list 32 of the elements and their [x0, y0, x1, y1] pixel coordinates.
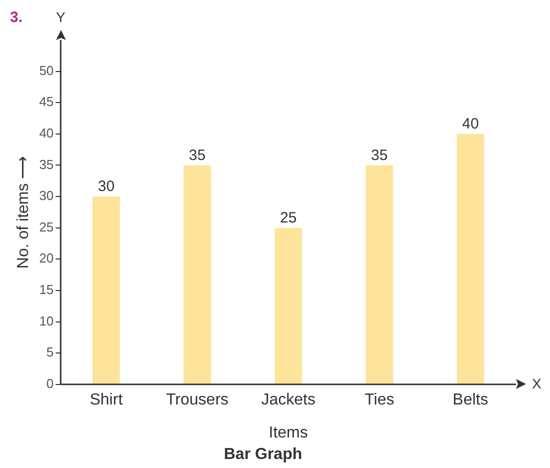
- y-tick-label: 40: [39, 126, 54, 141]
- x-tick-label: Jackets: [261, 391, 316, 408]
- data-label: 40: [462, 116, 479, 133]
- y-tick-label: 25: [39, 219, 54, 234]
- data-label: 30: [98, 178, 115, 196]
- y-tick-label: 15: [39, 282, 54, 298]
- bar: [456, 134, 484, 384]
- y-tick-label: 45: [39, 94, 54, 110]
- bar: [366, 165, 394, 384]
- bar: [92, 196, 120, 384]
- x-tick-label: Trousers: [166, 391, 229, 408]
- y-tick-label: 50: [39, 62, 54, 78]
- y-tick-label: 30: [39, 188, 54, 204]
- y-axis-title: No. of items ⟶: [15, 156, 32, 269]
- text: Bar Graph: [224, 446, 302, 463]
- y-tick-label: 5: [46, 344, 54, 360]
- y-tick-label: 10: [39, 313, 54, 328]
- text: X: [532, 375, 542, 392]
- y-tick-label: 35: [39, 156, 54, 172]
- y-tick-label: 0: [46, 376, 54, 391]
- data-label: 35: [188, 146, 206, 164]
- x-axis-title: Items: [268, 424, 308, 442]
- text: 3.: [10, 9, 23, 26]
- data-label: 35: [371, 146, 388, 164]
- x-tick-label: Ties: [364, 391, 394, 408]
- data-label: 25: [280, 209, 297, 226]
- bar: [184, 165, 211, 384]
- x-tick-label: Shirt: [90, 391, 124, 408]
- text: Y: [56, 8, 66, 25]
- y-tick-label: 20: [39, 250, 54, 266]
- x-tick-label: Belts: [452, 391, 488, 408]
- bar: [274, 228, 302, 384]
